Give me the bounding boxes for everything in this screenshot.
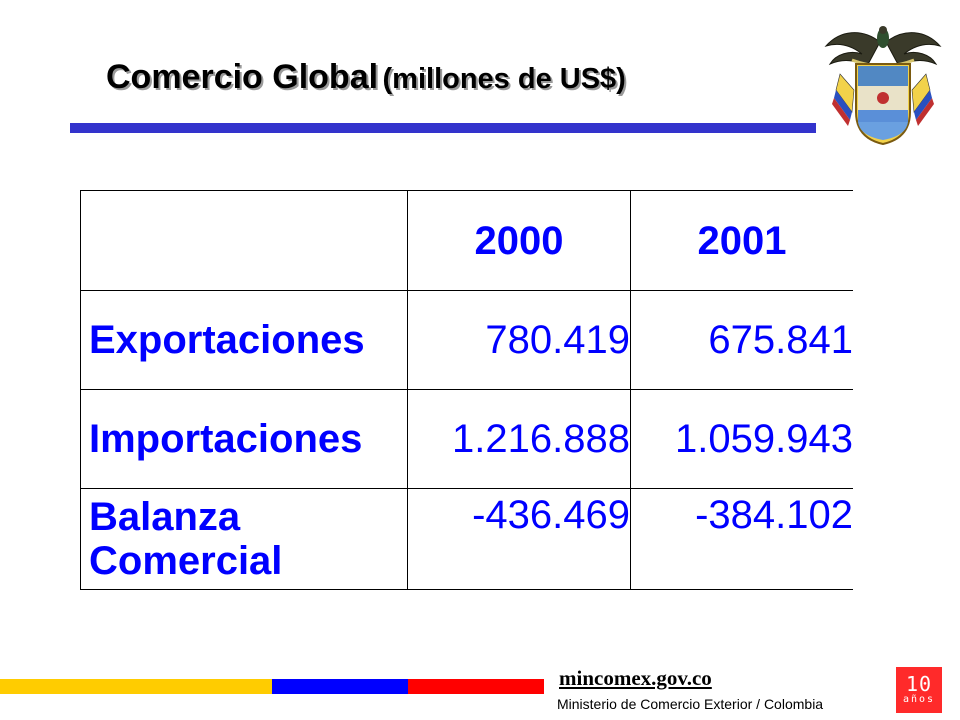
table-header-row: 2000 2001: [80, 190, 853, 291]
value-cell: 1.216.888: [407, 389, 631, 489]
badge-number: 10: [905, 672, 933, 696]
value-cell: 1.059.943: [630, 389, 853, 489]
value-cell: -384.102: [630, 488, 853, 590]
flag-stripe-blue: [272, 679, 408, 694]
value-cell: 675.841: [630, 290, 853, 390]
trade-table: 2000 2001 Exportaciones 780.419 675.841 …: [80, 190, 853, 590]
value-cell: 780.419: [407, 290, 631, 390]
table-row: Importaciones 1.216.888 1.059.943: [80, 389, 853, 489]
flag-stripe-yellow: [0, 679, 272, 694]
header-empty-cell: [80, 190, 408, 291]
row-label-exportaciones: Exportaciones: [80, 290, 408, 390]
ten-years-badge: 10 años: [896, 667, 942, 713]
header-year-2001: 2001: [630, 190, 853, 291]
label-line: Comercial: [89, 539, 283, 583]
coat-of-arms-icon: [824, 26, 942, 146]
value-cell: -436.469: [407, 488, 631, 590]
badge-label: años: [902, 694, 936, 705]
row-label-importaciones: Importaciones: [80, 389, 408, 489]
title-main: Comercio Global: [106, 58, 379, 96]
title-units: (millones de US$): [382, 63, 626, 95]
flag-stripe-red: [408, 679, 544, 694]
table-row: Balanza Comercial -436.469 -384.102: [80, 488, 853, 590]
table-row: Exportaciones 780.419 675.841: [80, 290, 853, 390]
row-label-balanza-comercial: Balanza Comercial: [80, 488, 408, 590]
title-underline: [70, 123, 816, 133]
label-line: Balanza: [89, 495, 241, 539]
header-year-2000: 2000: [407, 190, 631, 291]
website-link[interactable]: mincomex.gov.co: [559, 666, 712, 690]
ministry-name: Ministerio de Comercio Exterior / Colomb…: [557, 696, 824, 712]
slide-title: Comercio Global (millones de US$): [106, 58, 626, 97]
